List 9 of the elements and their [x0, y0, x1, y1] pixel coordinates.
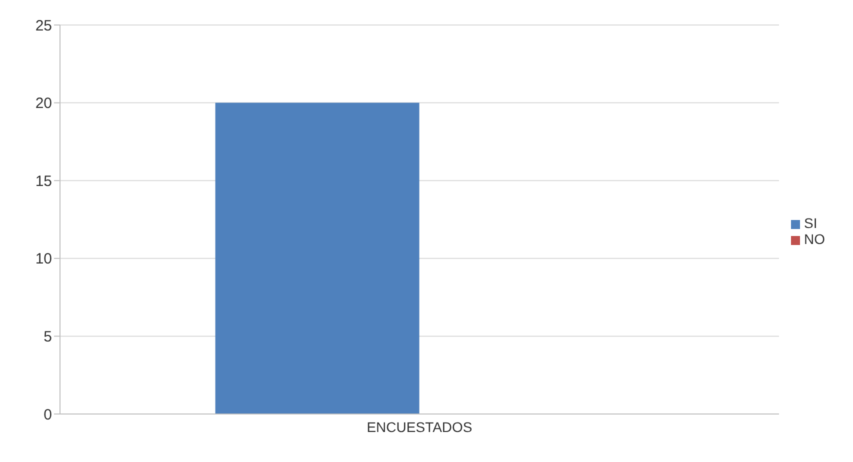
legend-label: SI [804, 215, 818, 231]
y-tick-label: 15 [35, 172, 52, 190]
x-tick-label: ENCUESTADOS [366, 418, 472, 435]
y-tick-label: 10 [35, 250, 52, 268]
y-tick-label: 5 [44, 328, 52, 346]
legend-label: NO [804, 231, 825, 247]
y-tick-label: 20 [35, 95, 52, 112]
y-tick-label: 0 [44, 406, 52, 424]
y-tick-label: 25 [35, 17, 52, 34]
